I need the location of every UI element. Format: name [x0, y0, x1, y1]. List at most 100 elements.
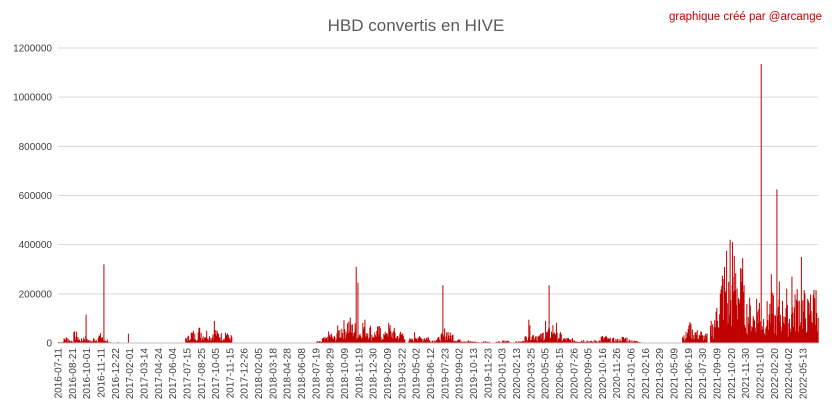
x-tick-label: 2021-05-09	[670, 348, 681, 400]
data-bar	[696, 334, 698, 343]
data-bar	[504, 341, 506, 343]
data-bar	[376, 330, 378, 343]
data-bar	[562, 340, 564, 343]
data-bar	[553, 333, 555, 343]
data-bar	[74, 331, 76, 343]
data-bar	[231, 336, 233, 343]
data-bar	[106, 341, 108, 343]
data-bar	[74, 339, 76, 343]
data-bar	[762, 329, 764, 343]
data-bar	[620, 341, 622, 343]
data-bar	[358, 337, 360, 343]
data-bar	[598, 340, 600, 343]
data-bar	[435, 341, 437, 343]
data-bar	[554, 335, 556, 343]
data-bar	[613, 337, 615, 343]
data-bar	[786, 288, 788, 343]
data-bar	[377, 326, 379, 343]
data-bar	[793, 326, 795, 343]
data-bar	[432, 340, 434, 343]
data-bar	[604, 337, 606, 343]
x-tick-label: 2018-03-18	[268, 348, 279, 400]
data-bar	[201, 338, 203, 343]
data-bar	[440, 334, 442, 343]
x-tick-label: 2020-10-16	[598, 348, 609, 400]
data-bar	[538, 335, 540, 343]
data-bar	[322, 338, 324, 343]
data-bar	[599, 340, 601, 343]
data-bar	[69, 340, 71, 343]
data-bar	[83, 337, 85, 343]
data-bar	[363, 329, 365, 343]
data-bar	[770, 323, 772, 343]
data-bar	[361, 337, 363, 343]
data-bar	[525, 336, 527, 343]
data-bar	[375, 336, 377, 343]
x-tick-label: 2020-09-05	[584, 348, 595, 400]
data-bar	[77, 336, 79, 343]
data-bar	[757, 323, 759, 343]
data-bar	[534, 336, 536, 343]
data-bar	[599, 341, 601, 343]
data-bar	[194, 339, 196, 343]
data-bar	[592, 341, 594, 343]
data-bar	[335, 339, 337, 343]
data-bar	[428, 340, 430, 343]
data-bar	[561, 341, 563, 343]
data-bar	[743, 285, 745, 343]
data-bar	[566, 338, 568, 343]
data-bar	[637, 341, 638, 343]
data-bar	[521, 341, 523, 343]
data-bar	[460, 341, 462, 343]
data-bar	[765, 326, 767, 343]
data-bar	[453, 341, 455, 343]
data-bar	[453, 341, 455, 343]
data-bar	[220, 340, 222, 343]
data-bar	[450, 335, 452, 343]
data-bar	[78, 339, 80, 343]
data-bar	[786, 304, 788, 343]
data-bar	[595, 340, 597, 343]
data-bar	[330, 337, 332, 343]
data-bar	[736, 288, 738, 343]
data-bar	[191, 332, 193, 343]
x-tick-label: 2017-10-05	[211, 348, 222, 400]
data-bar	[437, 336, 439, 343]
data-bar	[799, 325, 801, 343]
data-bar	[78, 340, 80, 343]
data-bar	[569, 339, 571, 343]
data-bar	[589, 341, 591, 343]
data-bar	[693, 334, 695, 343]
data-bar	[719, 314, 721, 343]
data-bar	[779, 314, 781, 343]
data-bar	[462, 341, 464, 343]
data-bar	[775, 335, 777, 343]
x-tick-label: 2021-02-16	[641, 348, 652, 400]
data-bar	[477, 341, 479, 343]
x-tick-label: 2022-02-20	[770, 348, 781, 400]
data-bar	[740, 268, 742, 343]
data-bar	[415, 338, 417, 343]
data-bar	[724, 266, 725, 343]
data-bar-peak	[357, 282, 359, 343]
data-bar	[220, 333, 222, 343]
x-tick-label: 2017-02-01	[125, 348, 136, 400]
data-bar	[555, 333, 557, 343]
x-tick-label: 2019-09-02	[455, 348, 466, 400]
data-bar	[737, 319, 739, 343]
data-bar	[94, 341, 96, 343]
data-bar	[800, 322, 802, 343]
data-bar	[438, 337, 440, 343]
data-bar	[712, 338, 714, 343]
data-bar	[703, 340, 705, 343]
data-bar	[746, 304, 748, 343]
data-bar	[581, 340, 583, 343]
data-bar	[763, 333, 765, 343]
data-bar-peak	[545, 320, 547, 344]
data-bar	[392, 338, 394, 343]
data-bar	[720, 289, 722, 343]
data-bar	[611, 341, 613, 343]
data-bar	[445, 336, 447, 343]
data-bar	[702, 335, 704, 343]
data-bar	[797, 301, 799, 343]
